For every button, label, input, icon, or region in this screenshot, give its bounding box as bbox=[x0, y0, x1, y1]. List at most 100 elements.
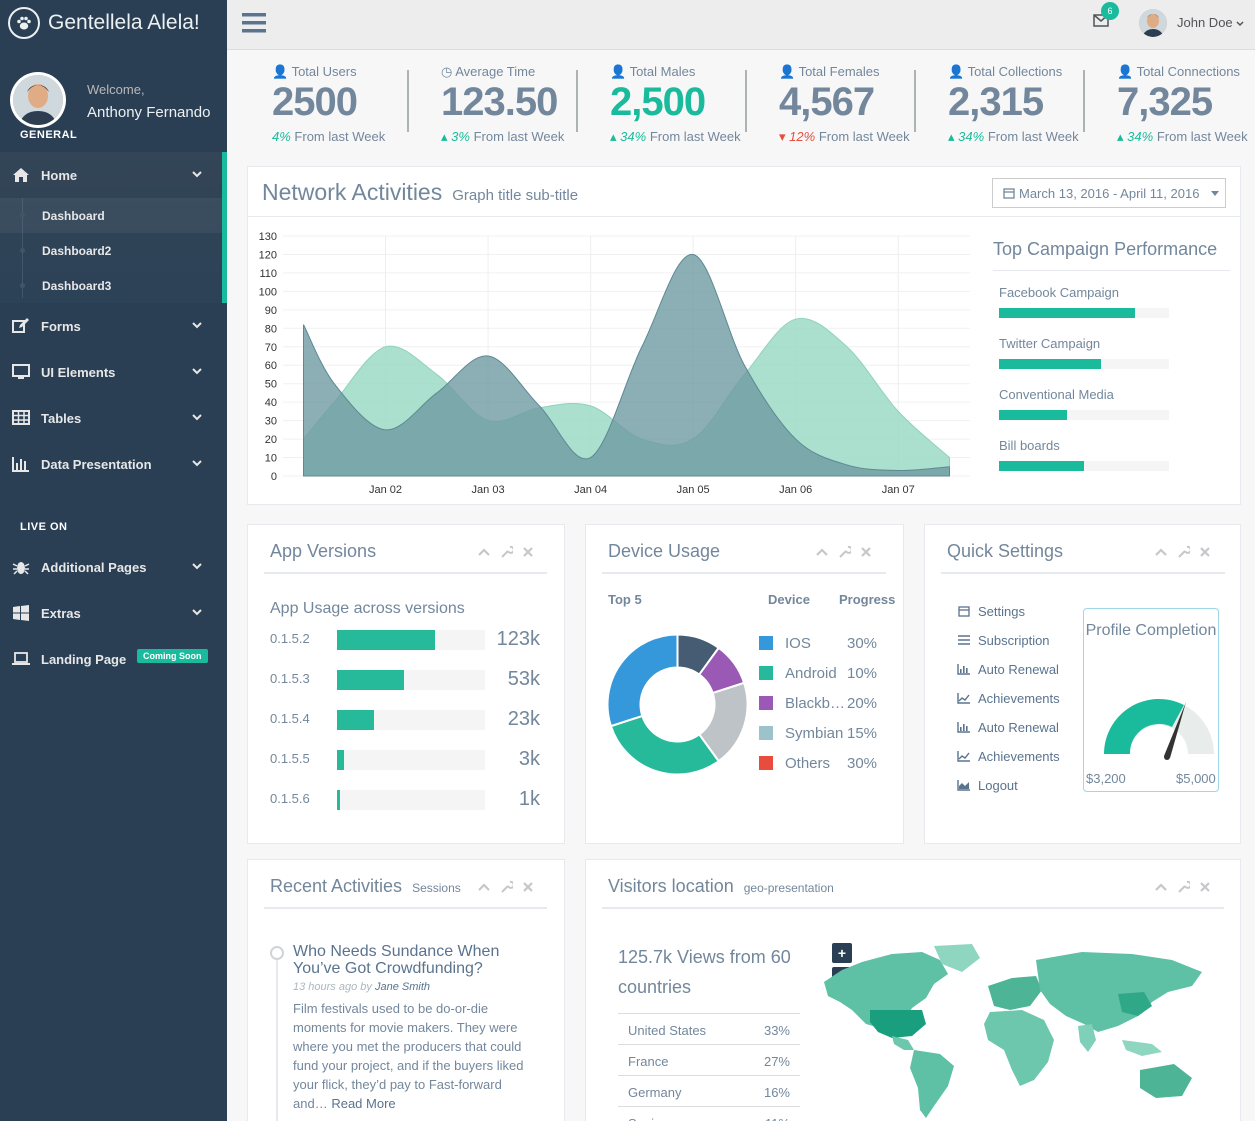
quick-setting-item[interactable]: Achievements bbox=[957, 689, 1060, 707]
section-general: GENERAL bbox=[20, 129, 78, 141]
panel-divider bbox=[941, 572, 1225, 574]
campaign-label: Conventional Media bbox=[999, 387, 1114, 402]
version-row: 0.1.5.3 53k bbox=[270, 668, 540, 690]
wrench-icon[interactable] bbox=[838, 545, 851, 558]
sidebar-item-landing-page[interactable]: Landing Page bbox=[0, 639, 222, 679]
close-icon[interactable] bbox=[861, 546, 871, 557]
table-icon bbox=[12, 409, 30, 427]
device-legend-row: Blackb… 20% bbox=[759, 693, 877, 713]
sidebar-item-dashboard2[interactable]: Dashboard2 bbox=[42, 244, 112, 258]
sidebar-item-label: Data Presentation bbox=[41, 456, 152, 472]
x-tick-label: Jan 03 bbox=[472, 484, 505, 496]
close-icon[interactable] bbox=[523, 881, 533, 892]
activity-body: Film festivals used to be do-or-die mome… bbox=[293, 999, 538, 1113]
quick-setting-item[interactable]: Logout bbox=[957, 776, 1018, 794]
tile-title: Average Time bbox=[455, 64, 536, 79]
activity-meta: 13 hours ago by Jane Smith bbox=[293, 981, 430, 993]
version-progress-fill bbox=[337, 710, 374, 730]
legend-value: 20% bbox=[847, 694, 878, 712]
map-greenland bbox=[934, 944, 980, 972]
chevron-down-icon bbox=[192, 413, 202, 421]
activity-author[interactable]: Jane Smith bbox=[374, 981, 430, 993]
brand[interactable]: Gentellela Alela! bbox=[8, 7, 200, 39]
chevron-up-icon[interactable] bbox=[816, 547, 828, 556]
wrench-icon[interactable] bbox=[1177, 545, 1190, 558]
device-legend-row: IOS 30% bbox=[759, 633, 877, 653]
close-icon[interactable] bbox=[523, 546, 533, 557]
map-europe bbox=[988, 976, 1042, 1010]
paw-icon bbox=[8, 7, 40, 39]
legend-label: Android bbox=[785, 664, 837, 682]
sort-asc-icon: ▴ bbox=[610, 129, 617, 144]
campaign-progress-fill bbox=[999, 410, 1067, 420]
tile-pct: 4% bbox=[272, 129, 291, 144]
legend-value: 30% bbox=[847, 634, 878, 652]
active-item-highlight bbox=[0, 198, 222, 233]
quick-setting-item[interactable]: Subscription bbox=[957, 631, 1050, 649]
version-row: 0.1.5.4 23k bbox=[270, 708, 540, 730]
tile-count: 2,315 bbox=[948, 80, 1044, 124]
sidebar: Gentellela Alela! Welcome, Anthony Ferna… bbox=[0, 0, 227, 1121]
sidebar-item-home[interactable]: Home bbox=[0, 155, 222, 195]
user-icon: 👤 bbox=[1117, 64, 1134, 79]
read-more-link[interactable]: Read More bbox=[331, 1096, 396, 1111]
bar-chart-icon bbox=[957, 663, 970, 676]
profile-completion-box: Profile Completion bbox=[1083, 608, 1219, 792]
chevron-up-icon[interactable] bbox=[478, 882, 490, 891]
menu-toggle-icon[interactable] bbox=[242, 13, 266, 33]
campaign-item: Conventional Media bbox=[999, 387, 1169, 420]
y-tick-label: 70 bbox=[265, 342, 277, 354]
top-navbar: 6 John Doe bbox=[227, 0, 1255, 50]
panel-toolbox bbox=[478, 880, 533, 893]
chevron-up-icon[interactable] bbox=[1155, 547, 1167, 556]
sidebar-item-dashboard[interactable]: Dashboard bbox=[42, 209, 105, 223]
y-tick-label: 110 bbox=[259, 268, 277, 280]
wrench-icon[interactable] bbox=[500, 545, 513, 558]
sidebar-item-additional-pages[interactable]: Additional Pages bbox=[0, 547, 222, 587]
sidebar-item-forms[interactable]: Forms bbox=[0, 306, 222, 346]
quick-setting-item[interactable]: Achievements bbox=[957, 747, 1060, 765]
close-icon[interactable] bbox=[1200, 881, 1210, 892]
app-versions-title: App Versions bbox=[270, 541, 377, 561]
user-icon: 👤 bbox=[779, 64, 796, 79]
brand-name: Gentellela Alela! bbox=[48, 11, 200, 34]
chevron-up-icon[interactable] bbox=[1155, 882, 1167, 891]
tile-total-males: 👤 Total Males 2,500 ▴ 34% From last Week bbox=[610, 62, 770, 147]
caret-down-icon bbox=[1236, 21, 1244, 27]
sidebar-item-data-presentation[interactable]: Data Presentation bbox=[0, 444, 222, 484]
zoom-in-button[interactable]: + bbox=[832, 943, 852, 963]
submenu-dot bbox=[20, 213, 25, 218]
chevron-up-icon[interactable] bbox=[478, 547, 490, 556]
col-device: Device bbox=[768, 592, 810, 607]
legend-swatch bbox=[759, 666, 773, 680]
wrench-icon[interactable] bbox=[1177, 880, 1190, 893]
y-tick-label: 50 bbox=[265, 379, 277, 391]
campaign-progress bbox=[999, 359, 1169, 369]
campaign-label: Facebook Campaign bbox=[999, 285, 1119, 300]
activity-title[interactable]: Who Needs Sundance When You’ve Got Crowd… bbox=[293, 943, 500, 977]
date-range-picker[interactable]: March 13, 2016 - April 11, 2016 bbox=[992, 178, 1226, 208]
wrench-icon[interactable] bbox=[500, 880, 513, 893]
sidebar-item-extras[interactable]: Extras bbox=[0, 593, 222, 633]
quick-setting-item[interactable]: Settings bbox=[957, 602, 1025, 620]
sidebar-item-tables[interactable]: Tables bbox=[0, 398, 222, 438]
tile-average-time: ◷ Average Time 123.50 ▴ 3% From last Wee… bbox=[441, 62, 601, 147]
version-row: 0.1.5.5 3k bbox=[270, 748, 540, 770]
country-pct: 16% bbox=[763, 1085, 790, 1100]
welcome-text: Welcome, bbox=[87, 82, 145, 97]
sidebar-item-dashboard3[interactable]: Dashboard3 bbox=[42, 279, 112, 293]
quick-setting-item[interactable]: Auto Renewal bbox=[957, 660, 1059, 678]
user-menu[interactable]: John Doe bbox=[1177, 15, 1244, 30]
tile-divider bbox=[1083, 70, 1085, 132]
calendar-icon bbox=[1003, 187, 1015, 199]
user-avatar[interactable] bbox=[1139, 9, 1167, 37]
chevron-down-icon bbox=[192, 608, 202, 616]
sidebar-item-ui-elements[interactable]: UI Elements bbox=[0, 352, 222, 392]
close-icon[interactable] bbox=[1200, 546, 1210, 557]
map-south-america bbox=[910, 1050, 954, 1118]
country-row: France 27% bbox=[618, 1044, 800, 1075]
version-progress-fill bbox=[337, 790, 340, 810]
sort-asc-icon: ▴ bbox=[441, 129, 448, 144]
quick-setting-item[interactable]: Auto Renewal bbox=[957, 718, 1059, 736]
version-progress bbox=[337, 710, 485, 730]
